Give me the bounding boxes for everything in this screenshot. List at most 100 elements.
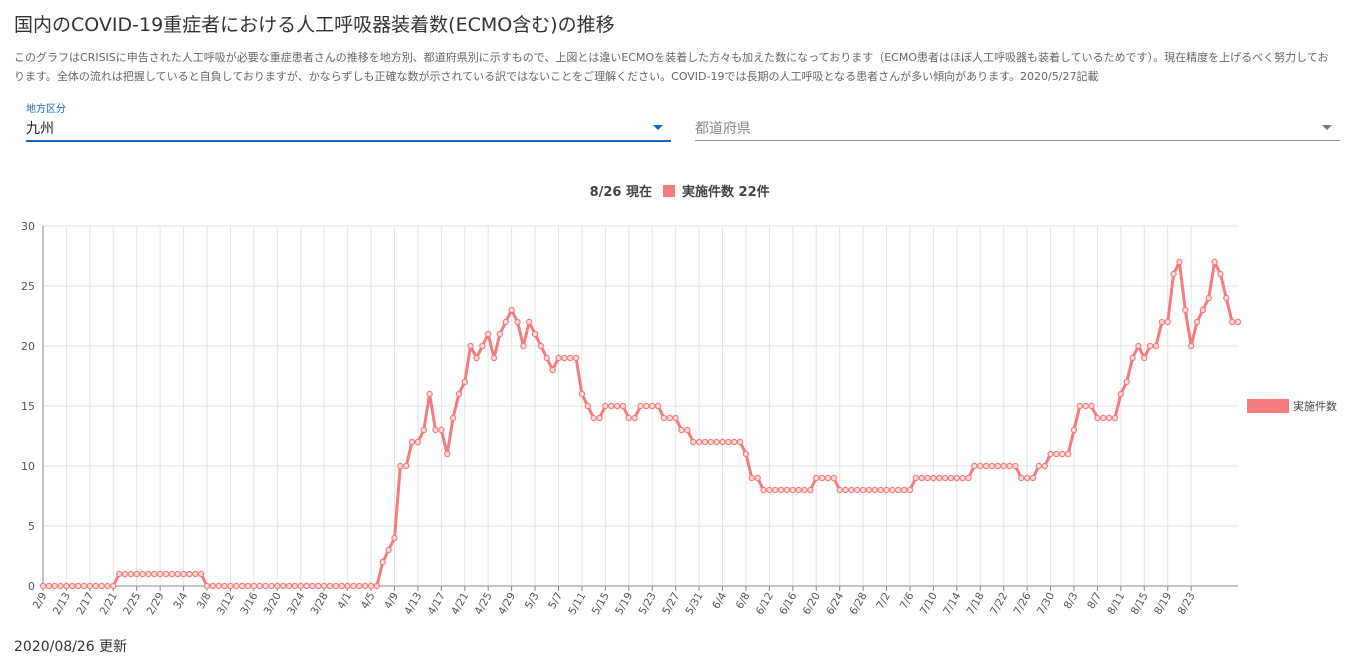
x-tick-label: 6/12	[754, 591, 776, 617]
region-select[interactable]: 地方区分 九州	[26, 100, 671, 142]
y-tick-label: 25	[21, 280, 35, 293]
x-tick-label: 3/20	[262, 591, 284, 617]
data-point	[1059, 450, 1066, 458]
data-point	[649, 402, 656, 410]
data-point	[613, 402, 621, 410]
data-point	[637, 402, 644, 410]
data-point	[578, 390, 586, 398]
data-point	[180, 570, 187, 578]
x-tick-label: 2/25	[121, 591, 143, 617]
data-point	[45, 582, 53, 590]
data-point	[1135, 342, 1142, 350]
data-point	[1111, 414, 1119, 422]
x-tick-label: 2/9	[31, 591, 50, 612]
data-point	[414, 438, 422, 446]
data-point	[1041, 462, 1048, 470]
data-point	[531, 330, 539, 338]
data-point	[906, 486, 914, 494]
x-tick-label: 8/15	[1129, 591, 1151, 617]
data-point	[854, 486, 861, 494]
data-point	[391, 534, 398, 542]
data-point	[203, 582, 211, 590]
data-point	[397, 462, 404, 470]
x-tick-label: 5/3	[523, 591, 542, 612]
data-point	[567, 354, 574, 362]
data-point	[1012, 462, 1019, 470]
data-point	[145, 570, 152, 578]
data-point	[86, 582, 94, 590]
x-tick-label: 4/1	[335, 591, 354, 612]
data-point	[344, 582, 351, 590]
data-point	[684, 426, 691, 434]
data-point	[63, 582, 70, 590]
data-point	[490, 354, 498, 362]
y-tick-label: 5	[28, 520, 35, 533]
data-point	[1000, 462, 1007, 470]
series-line-実施件数	[43, 260, 1238, 588]
data-point	[742, 450, 750, 458]
data-point	[1006, 462, 1013, 470]
x-tick-label: 4/9	[382, 591, 401, 612]
data-point	[250, 582, 258, 590]
data-point	[1094, 414, 1101, 422]
x-tick-label: 3/24	[285, 590, 307, 617]
x-tick-label: 5/31	[683, 591, 705, 617]
legend-swatch	[1247, 399, 1289, 413]
x-tick-label: 3/28	[309, 591, 331, 617]
data-point	[795, 486, 802, 494]
data-point	[754, 474, 761, 482]
data-point	[215, 582, 222, 590]
data-point	[350, 582, 357, 590]
data-point	[772, 486, 779, 494]
data-point	[631, 414, 638, 422]
x-tick-label: 5/27	[660, 591, 682, 617]
data-point	[1176, 258, 1183, 266]
data-point	[432, 426, 439, 434]
data-point	[947, 474, 955, 482]
x-tick-label: 6/20	[801, 591, 823, 617]
data-point	[151, 570, 158, 578]
data-point	[660, 414, 668, 422]
data-point	[777, 486, 785, 494]
data-point	[625, 414, 632, 422]
data-point	[654, 402, 662, 410]
data-point	[848, 486, 855, 494]
data-point	[1152, 342, 1160, 350]
data-point	[719, 438, 726, 446]
x-tick-label: 7/18	[965, 591, 987, 617]
data-point	[1164, 318, 1171, 326]
y-tick-label: 30	[21, 220, 35, 233]
data-point	[156, 570, 164, 578]
data-point	[274, 582, 281, 590]
data-point	[57, 582, 64, 590]
x-tick-label: 8/23	[1176, 591, 1198, 617]
data-point	[461, 378, 468, 386]
data-point	[836, 486, 843, 494]
region-select-label: 地方区分	[26, 104, 66, 115]
data-point	[98, 582, 105, 590]
x-tick-label: 4/13	[402, 591, 424, 617]
data-point	[420, 426, 427, 434]
data-point	[291, 582, 299, 590]
y-tick-label: 20	[21, 340, 35, 353]
data-point	[227, 582, 234, 590]
x-tick-label: 8/19	[1152, 591, 1174, 617]
data-point	[789, 486, 797, 494]
x-tick-label: 3/4	[171, 590, 190, 611]
data-point	[994, 462, 1002, 470]
x-tick-label: 2/29	[145, 591, 167, 617]
data-point	[602, 402, 609, 410]
data-point	[941, 474, 949, 482]
data-point	[1170, 270, 1177, 278]
data-point	[121, 570, 129, 578]
data-point	[168, 570, 176, 578]
data-point	[502, 318, 509, 326]
updated-date: 2020/08/26 更新	[14, 639, 128, 655]
data-point	[233, 582, 240, 590]
x-tick-label: 4/21	[449, 591, 471, 617]
data-point	[877, 486, 884, 494]
prefecture-select[interactable]: 都道府県	[695, 100, 1340, 141]
data-point	[678, 426, 685, 434]
data-point	[977, 462, 984, 470]
data-point	[1129, 354, 1136, 362]
